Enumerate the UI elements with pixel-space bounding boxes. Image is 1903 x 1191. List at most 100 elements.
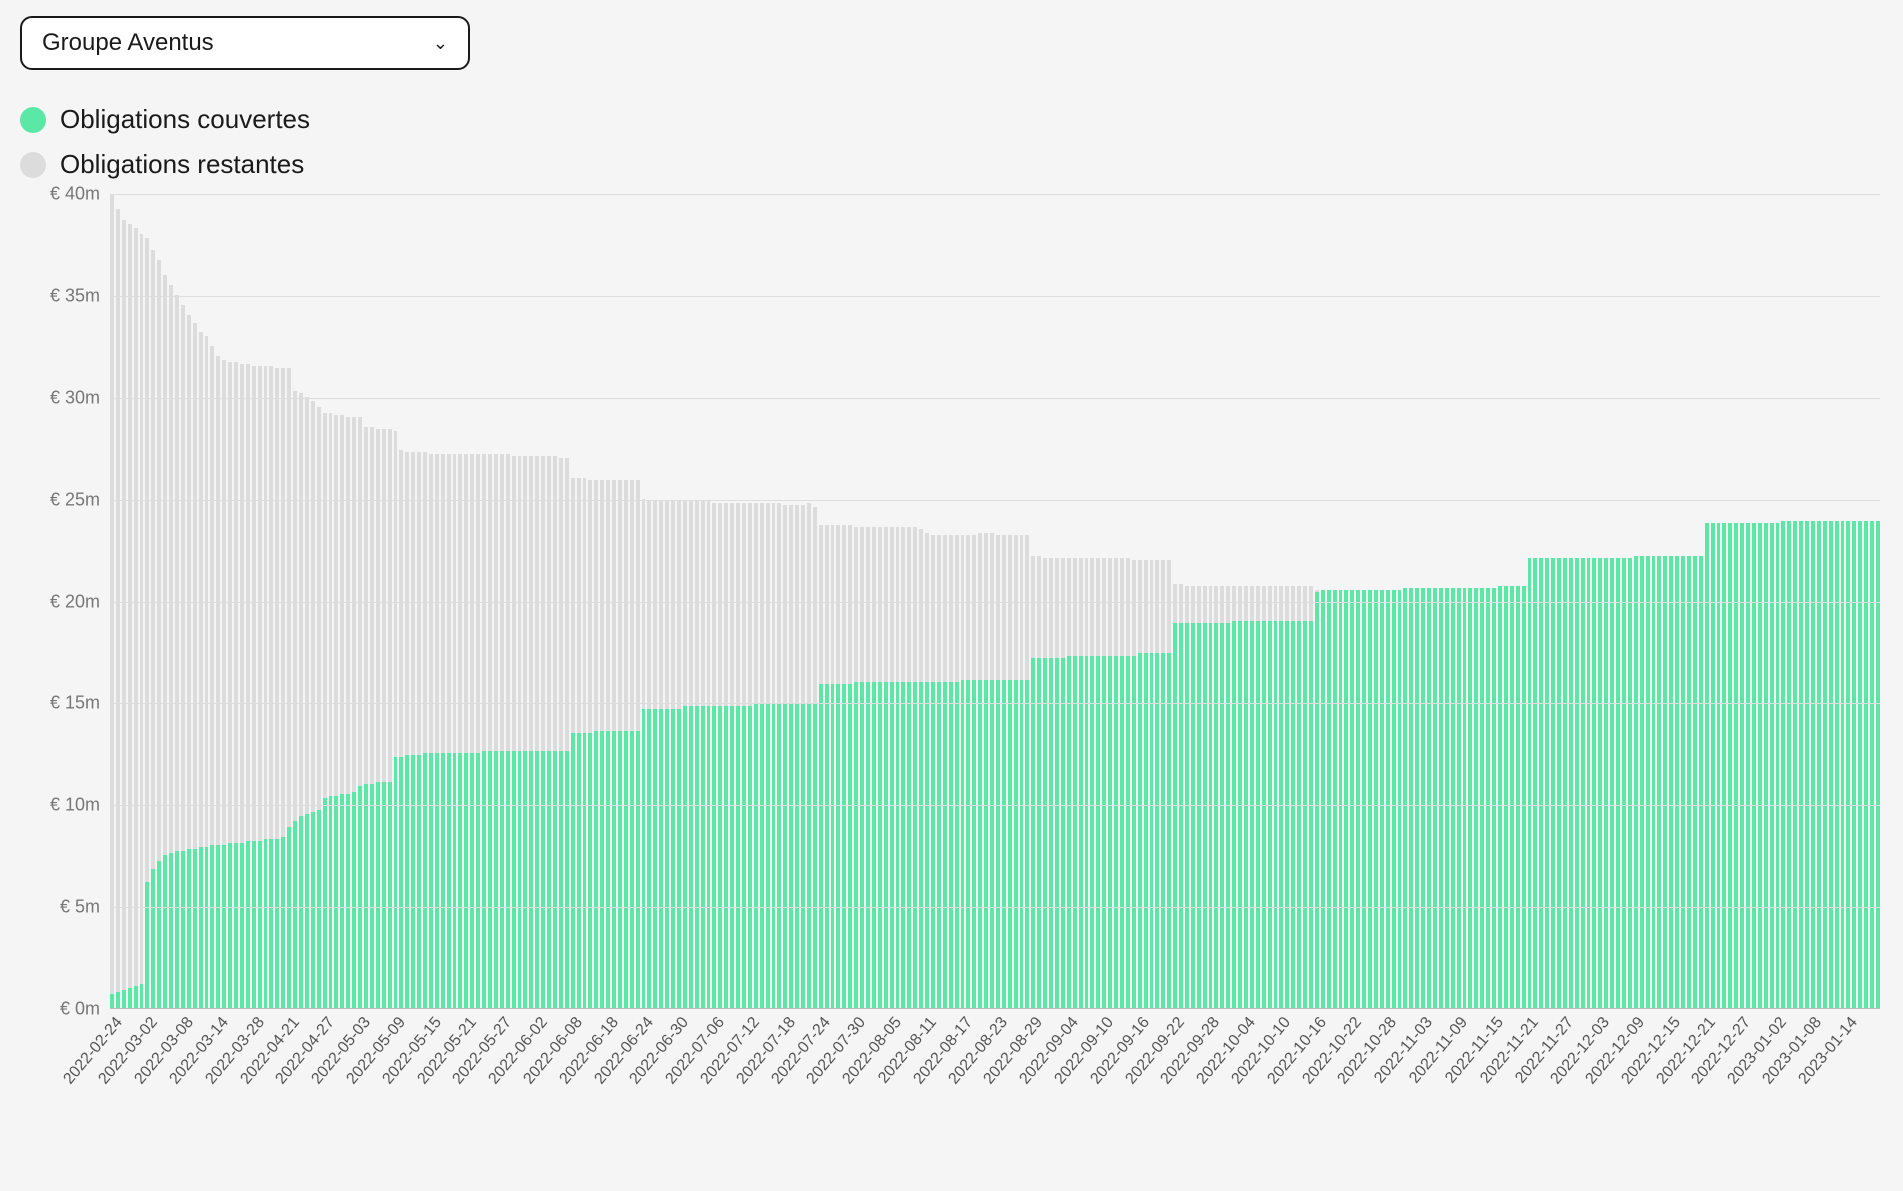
bar-segment-remaining: [1144, 560, 1148, 654]
y-axis-tick: € 15m: [20, 693, 100, 714]
bar-segment-remaining: [334, 415, 338, 796]
bar-segment-covered: [512, 751, 516, 1008]
bar-segment-remaining: [1197, 586, 1201, 623]
bar-segment-covered: [1439, 588, 1443, 1008]
bar-segment-covered: [311, 812, 315, 1008]
bar-segment-covered: [1492, 588, 1496, 1008]
bar-segment-remaining: [352, 417, 356, 792]
group-selector[interactable]: Groupe Aventus ⌄: [20, 16, 470, 70]
bar-segment-remaining: [1049, 558, 1053, 658]
bar-segment-covered: [1085, 656, 1089, 1008]
bar-segment-covered: [1592, 558, 1596, 1008]
bar-segment-remaining: [1232, 586, 1236, 621]
legend-item-remaining[interactable]: Obligations restantes: [20, 149, 1883, 180]
bar-segment-covered: [943, 682, 947, 1008]
bar-segment-covered: [1008, 680, 1012, 1008]
bar-segment-remaining: [394, 431, 398, 757]
bar-segment-covered: [1356, 590, 1360, 1008]
bar-segment-covered: [1297, 621, 1301, 1008]
bar-segment-covered: [872, 682, 876, 1008]
bar-segment-covered: [1728, 523, 1732, 1008]
bar-segment-remaining: [1179, 584, 1183, 623]
bar-segment-covered: [1250, 621, 1254, 1008]
bar-segment-covered: [1150, 653, 1154, 1008]
bar-segment-covered: [707, 706, 711, 1008]
bar-segment-covered: [382, 782, 386, 1008]
bar-segment-remaining: [754, 503, 758, 705]
bar-segment-covered: [807, 704, 811, 1008]
bar-segment-remaining: [1203, 586, 1207, 623]
bar-segment-remaining: [494, 454, 498, 751]
bar-segment-remaining: [825, 525, 829, 684]
bar-segment-covered: [801, 704, 805, 1008]
bar-segment-covered: [677, 709, 681, 1009]
bar-segment-covered: [1327, 590, 1331, 1008]
grid-line: [110, 296, 1880, 297]
bar-segment-remaining: [1037, 556, 1041, 658]
bar-segment-covered: [600, 731, 604, 1008]
bar-segment-covered: [565, 751, 569, 1008]
bar-segment-covered: [1516, 586, 1520, 1008]
legend-item-covered[interactable]: Obligations couvertes: [20, 104, 1883, 135]
bar-segment-remaining: [689, 501, 693, 707]
bar-segment-remaining: [252, 366, 256, 841]
bar-segment-covered: [724, 706, 728, 1008]
bar-segment-covered: [848, 684, 852, 1008]
bar-segment-remaining: [364, 427, 368, 784]
bar-segment-remaining: [742, 503, 746, 707]
bar-segment-covered: [1781, 521, 1785, 1008]
bar-segment-covered: [340, 794, 344, 1008]
bar-segment-covered: [577, 733, 581, 1008]
bar-segment-covered: [1457, 588, 1461, 1008]
chart-legend: Obligations couvertes Obligations restan…: [20, 104, 1883, 180]
bar-segment-remaining: [1002, 535, 1006, 680]
bar-segment-remaining: [1279, 586, 1283, 621]
bar-segment-covered: [878, 682, 882, 1008]
bar-segment-covered: [1468, 588, 1472, 1008]
bar-segment-covered: [612, 731, 616, 1008]
bar-segment-remaining: [488, 454, 492, 751]
bar-segment-covered: [299, 816, 303, 1008]
bar-segment-covered: [476, 753, 480, 1008]
bar-segment-covered: [246, 841, 250, 1008]
bar-segment-covered: [819, 684, 823, 1008]
bar-segment-covered: [1368, 590, 1372, 1008]
bar-segment-covered: [1616, 558, 1620, 1008]
bar-segment-remaining: [163, 275, 167, 856]
bar-segment-remaining: [665, 501, 669, 709]
bar-segment-remaining: [382, 429, 386, 781]
bar-segment-covered: [1622, 558, 1626, 1008]
bar-segment-covered: [1575, 558, 1579, 1008]
bar-segment-covered: [1344, 590, 1348, 1008]
bar-segment-remaining: [866, 527, 870, 682]
bar-segment-remaining: [1226, 586, 1230, 623]
bar-segment-covered: [1864, 521, 1868, 1008]
bar-segment-covered: [1598, 558, 1602, 1008]
bar-segment-covered: [1309, 621, 1313, 1008]
bar-segment-remaining: [860, 527, 864, 682]
chart-plot-area: [110, 194, 1880, 1009]
bar-segment-covered: [388, 782, 392, 1008]
bar-segment-remaining: [1191, 586, 1195, 623]
bar-segment-covered: [1067, 656, 1071, 1008]
bar-segment-covered: [996, 680, 1000, 1008]
bar-segment-covered: [541, 751, 545, 1008]
bar-segment-covered: [1533, 558, 1537, 1008]
bar-segment-covered: [1350, 590, 1354, 1008]
bar-segment-covered: [789, 704, 793, 1008]
bar-segment-remaining: [193, 323, 197, 849]
y-axis-tick: € 25m: [20, 489, 100, 510]
bar-segment-remaining: [1155, 560, 1159, 654]
bar-segment-remaining: [836, 525, 840, 684]
obligations-chart: € 0m€ 5m€ 10m€ 15m€ 20m€ 25m€ 30m€ 35m€ …: [20, 194, 1880, 1174]
bar-segment-remaining: [1185, 586, 1189, 623]
bar-segment-remaining: [1244, 586, 1248, 621]
bar-segment-remaining: [1250, 586, 1254, 621]
bar-segment-covered: [1362, 590, 1366, 1008]
bar-segment-remaining: [423, 452, 427, 754]
bar-segment-covered: [394, 757, 398, 1008]
bar-segment-covered: [358, 786, 362, 1008]
bar-segment-covered: [222, 845, 226, 1008]
bar-segment-covered: [399, 757, 403, 1008]
bar-segment-covered: [583, 733, 587, 1008]
